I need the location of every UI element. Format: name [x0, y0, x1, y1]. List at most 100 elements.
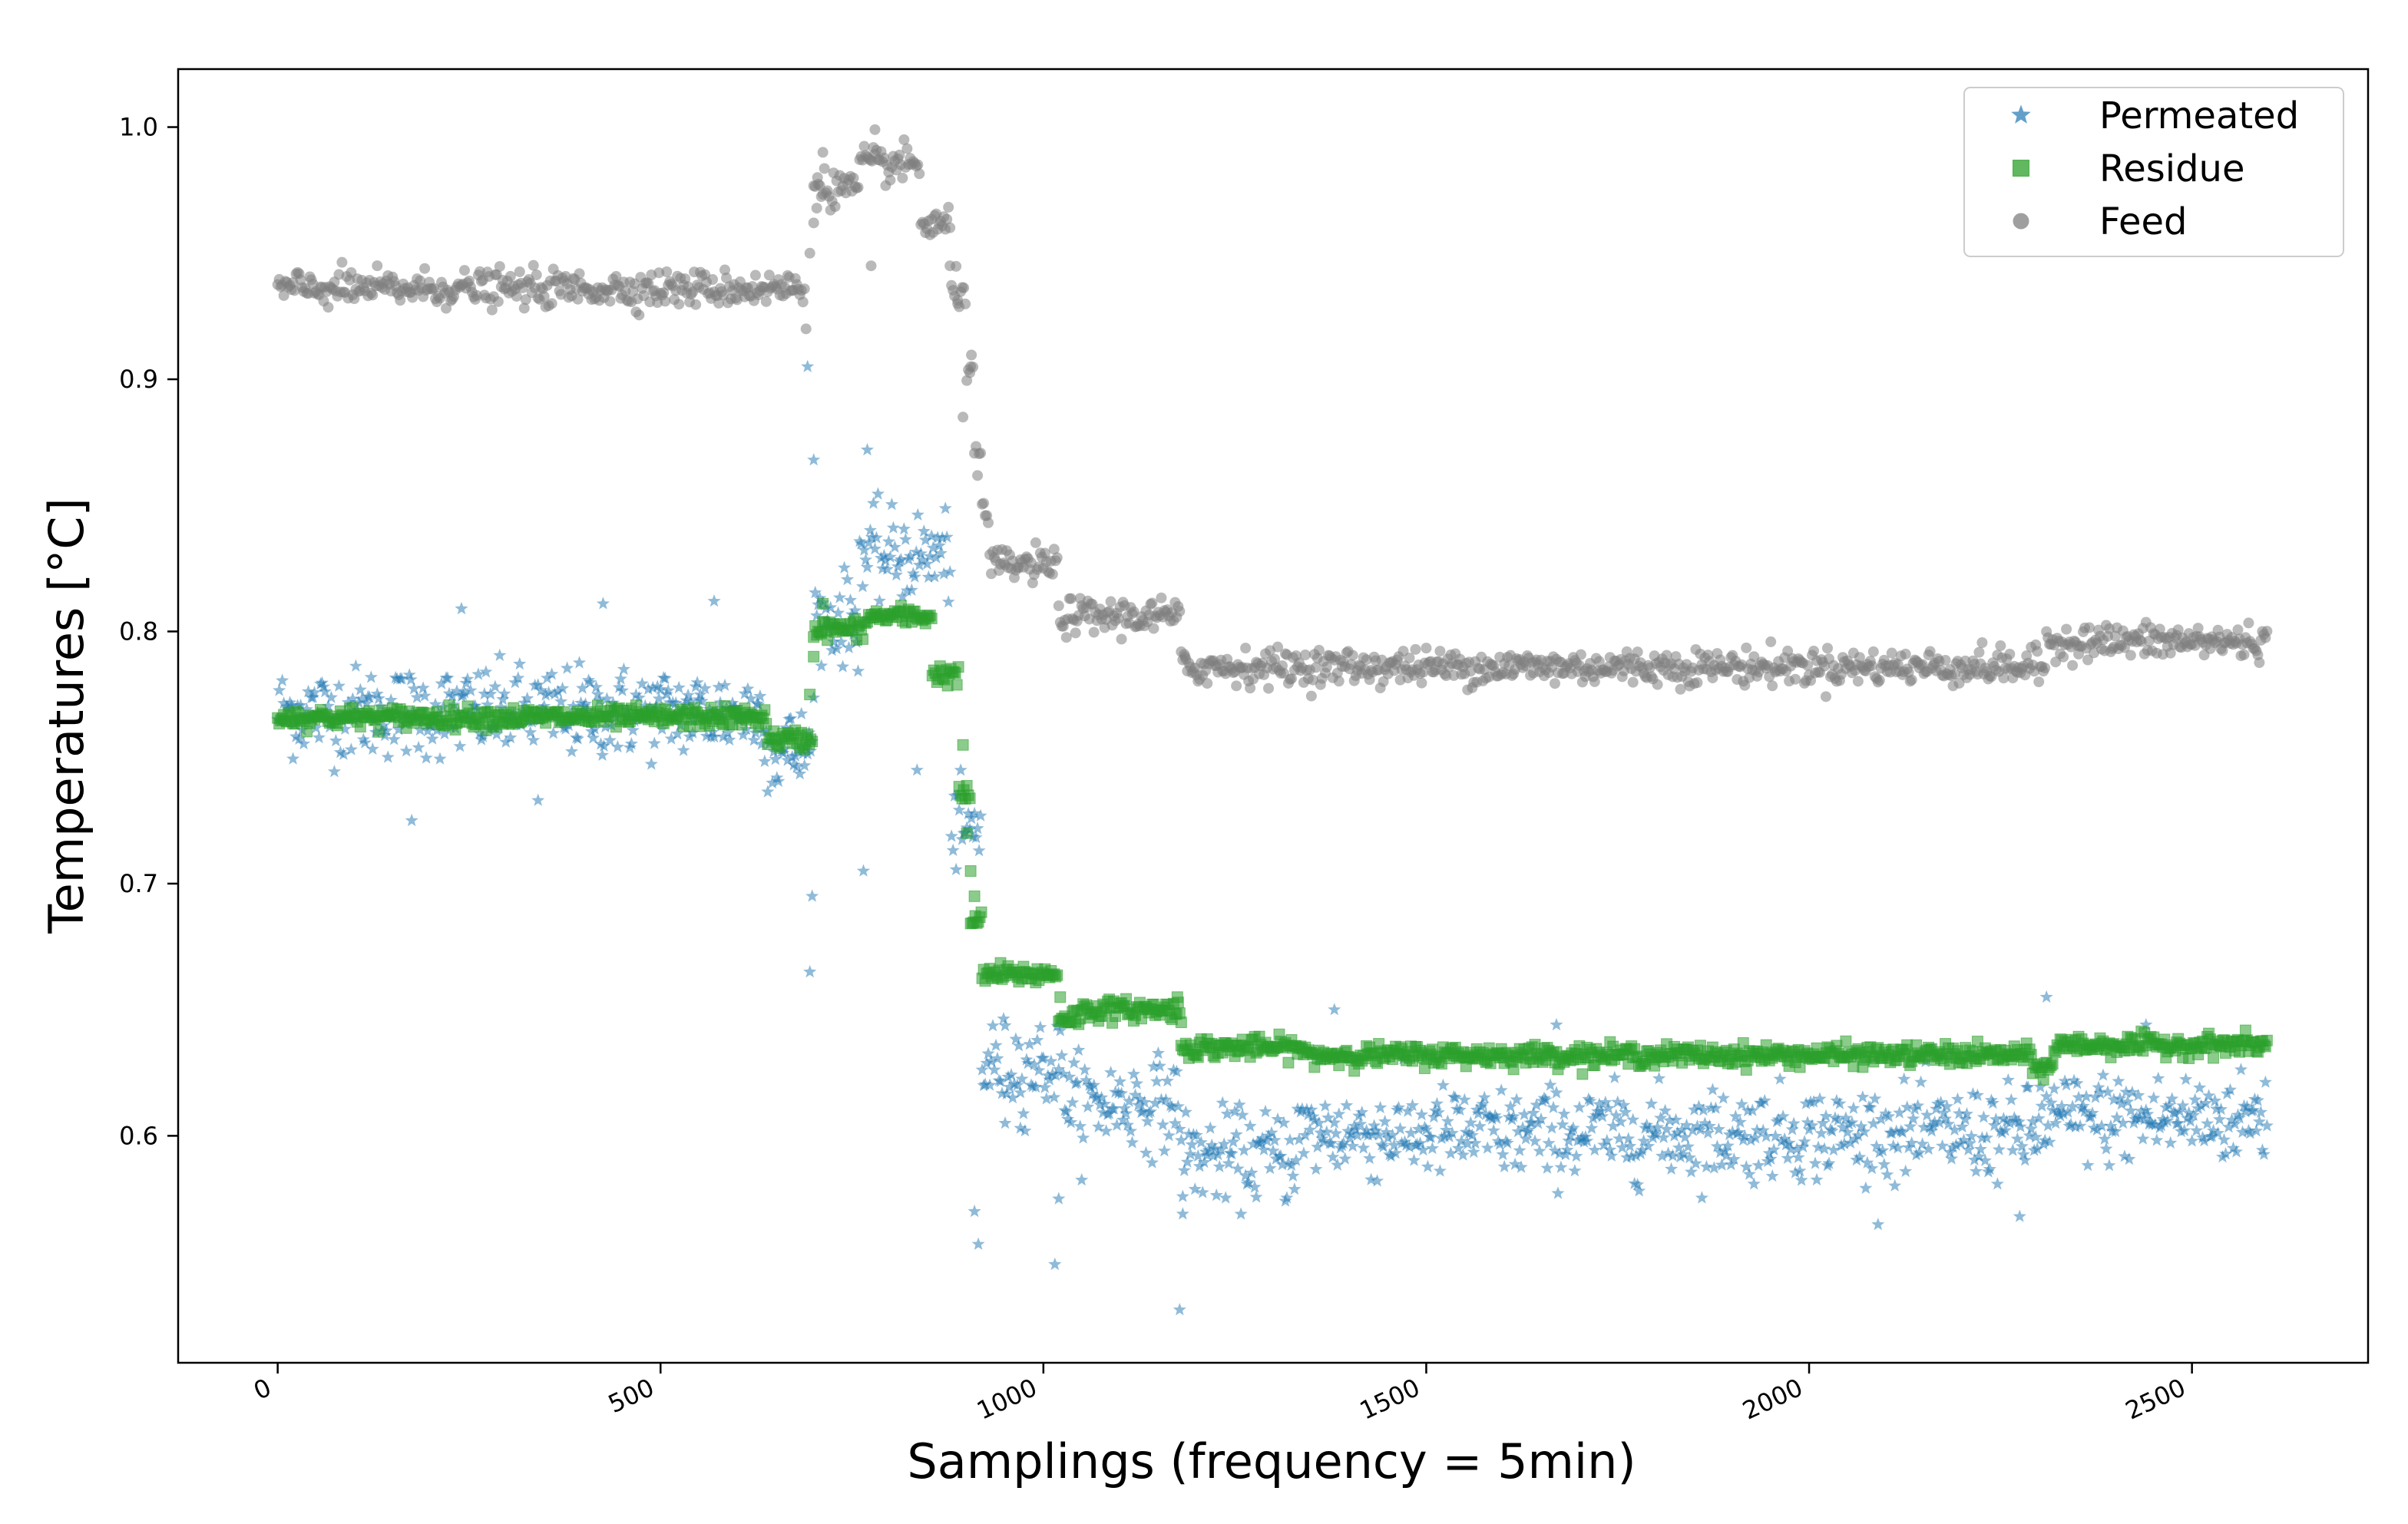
data-point-permeated [1557, 1107, 1571, 1120]
data-point-permeated [1744, 1133, 1758, 1146]
data-point-permeated [461, 672, 475, 685]
data-point-feed [1707, 672, 1718, 683]
data-point-feed [574, 268, 585, 279]
data-point-permeated [2162, 1098, 2176, 1112]
data-point-permeated [1394, 1122, 1407, 1135]
data-point-permeated [1018, 1124, 1032, 1137]
data-point-permeated [2047, 1082, 2061, 1095]
data-point-permeated [402, 668, 416, 681]
data-point-permeated [453, 739, 467, 752]
data-point-permeated [1900, 1100, 1914, 1113]
data-point-permeated [835, 635, 848, 648]
data-point-permeated [1676, 1147, 1691, 1160]
data-point-permeated [801, 359, 815, 372]
data-point-permeated [2150, 1133, 2164, 1146]
data-point-permeated [481, 698, 495, 711]
data-point-permeated [2249, 1124, 2263, 1137]
data-point-feed [1661, 650, 1672, 661]
data-point-permeated [1969, 1164, 1983, 1177]
data-point-permeated [277, 696, 291, 709]
data-point-permeated [848, 603, 862, 617]
data-point-permeated [1742, 1167, 1756, 1180]
data-point-permeated [349, 659, 362, 672]
data-point-feed [1808, 645, 1820, 656]
data-point-permeated [2089, 1090, 2102, 1103]
data-point-feed [538, 291, 550, 302]
data-point-permeated [1139, 1145, 1153, 1159]
data-point-permeated [358, 736, 372, 749]
data-point-feed [2039, 663, 2051, 674]
data-point-permeated [594, 737, 607, 750]
data-point-permeated [669, 696, 683, 709]
data-point-permeated [1583, 1094, 1597, 1107]
data-point-feed [610, 270, 622, 282]
data-point-permeated [1157, 1144, 1171, 1157]
data-point-permeated [2041, 1119, 2055, 1132]
data-point-permeated [384, 693, 398, 706]
data-point-permeated [603, 733, 617, 746]
data-point-permeated [521, 691, 534, 705]
data-point-permeated [2095, 1119, 2109, 1132]
data-point-permeated [647, 736, 661, 749]
data-point-permeated [2053, 1109, 2067, 1122]
data-point-residue [1171, 991, 1183, 1003]
data-point-permeated [1496, 1147, 1510, 1161]
data-point-permeated [551, 684, 565, 697]
data-point-permeated [1115, 1086, 1129, 1099]
data-point-permeated [2184, 1114, 2198, 1127]
data-point-permeated [309, 721, 323, 734]
data-point-feed [1973, 646, 1985, 658]
data-point-permeated [548, 686, 562, 700]
data-point-permeated [813, 591, 827, 604]
data-point-permeated [1656, 1149, 1669, 1162]
data-point-permeated [1687, 1103, 1701, 1116]
data-point-residue [372, 726, 385, 738]
data-point-permeated [1893, 1106, 1907, 1119]
data-point-feed [1652, 679, 1663, 690]
data-point-permeated [1226, 1135, 1240, 1148]
data-point-permeated [766, 775, 779, 789]
data-point-feed [1263, 683, 1275, 694]
data-point-permeated [273, 683, 286, 696]
data-point-permeated [1830, 1093, 1844, 1106]
data-point-permeated [1259, 1104, 1272, 1118]
data-point-feed [1741, 642, 1752, 653]
data-point-permeated [1372, 1128, 1386, 1141]
data-point-permeated [333, 745, 347, 759]
data-point-permeated [1060, 1105, 1073, 1118]
data-point-permeated [1605, 1149, 1619, 1162]
data-point-permeated [2016, 1147, 2030, 1161]
data-point-permeated [1905, 1136, 1919, 1149]
data-point-permeated [413, 722, 427, 736]
data-point-feed [898, 134, 910, 145]
data-point-permeated [1522, 1122, 1536, 1136]
data-point-permeated [2202, 1089, 2216, 1102]
data-point-feed [1272, 641, 1283, 653]
data-point-permeated [1092, 1119, 1106, 1133]
data-point-permeated [484, 687, 498, 700]
data-point-permeated [1462, 1126, 1476, 1139]
data-point-permeated [2064, 1117, 2078, 1130]
data-point-feed [808, 217, 819, 229]
data-point-permeated [895, 590, 909, 603]
data-point-permeated [524, 726, 538, 739]
data-point-permeated [2035, 1099, 2049, 1112]
data-point-permeated [1093, 1098, 1107, 1111]
data-point-feed [660, 296, 671, 307]
data-point-permeated [1751, 1159, 1765, 1172]
data-point-permeated [1856, 1090, 1870, 1103]
data-point-permeated [1312, 1116, 1326, 1129]
data-point-permeated [1629, 1149, 1643, 1162]
data-point-permeated [458, 686, 471, 699]
data-point-permeated [1756, 1123, 1770, 1136]
data-point-permeated [869, 531, 883, 544]
data-point-permeated [1246, 1137, 1260, 1150]
data-point-permeated [2070, 1076, 2084, 1089]
data-point-feed [894, 149, 905, 160]
data-point-permeated [1747, 1177, 1761, 1190]
data-point-feed [2135, 636, 2147, 647]
data-point-feed [367, 289, 379, 301]
data-point-permeated [294, 698, 308, 712]
data-point-permeated [1130, 1076, 1144, 1089]
data-point-permeated [496, 693, 510, 706]
